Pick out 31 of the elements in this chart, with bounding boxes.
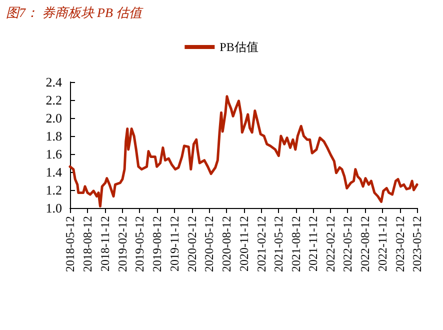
x-tick-label: 2019-05-12 bbox=[132, 216, 146, 272]
x-tick-label: 2019-02-12 bbox=[115, 216, 130, 272]
x-tick-label: 2022-11-12 bbox=[376, 216, 390, 272]
x-tick-label: 2021-08-12 bbox=[288, 216, 303, 272]
y-tick-label: 1.2 bbox=[46, 182, 62, 198]
x-tick-label: 2020-11-12 bbox=[236, 216, 251, 272]
y-tick-label: 1.8 bbox=[46, 128, 62, 144]
y-tick-label: 1.6 bbox=[46, 146, 62, 162]
y-tick-label: 1.0 bbox=[46, 200, 62, 216]
chart-title: 图7： 券商板块 PB 估值 bbox=[6, 4, 142, 22]
x-tick-label: 2021-02-12 bbox=[254, 216, 268, 272]
x-tick-label: 2022-02-12 bbox=[324, 216, 338, 272]
x-tick-label: 2022-08-12 bbox=[358, 216, 372, 272]
x-tick-label: 2022-05-12 bbox=[340, 216, 355, 272]
x-tick-label: 2019-08-12 bbox=[150, 216, 164, 272]
legend-label: PB估值 bbox=[220, 40, 258, 54]
x-tick-label: 2020-05-12 bbox=[202, 216, 216, 272]
x-tick-label: 2019-11-12 bbox=[167, 216, 182, 272]
y-tick-label: 2.2 bbox=[46, 92, 62, 108]
x-tick-label: 2018-11-12 bbox=[98, 216, 112, 272]
x-tick-label: 2020-02-12 bbox=[184, 216, 199, 272]
y-tick-label: 2.4 bbox=[46, 74, 62, 90]
y-tick-label: 1.4 bbox=[46, 164, 62, 180]
x-tick-label: 2023-05-12 bbox=[410, 216, 424, 272]
y-tick-label: 2.0 bbox=[46, 110, 62, 126]
x-tick-label: 2023-02-12 bbox=[393, 216, 408, 272]
x-tick-label: 2021-05-12 bbox=[271, 216, 286, 272]
x-tick-label: 2020-08-12 bbox=[219, 216, 234, 272]
x-tick-label: 2018-05-12 bbox=[63, 216, 77, 272]
x-tick-label: 2021-11-12 bbox=[306, 216, 320, 272]
x-tick-label: 2018-08-12 bbox=[80, 216, 94, 272]
